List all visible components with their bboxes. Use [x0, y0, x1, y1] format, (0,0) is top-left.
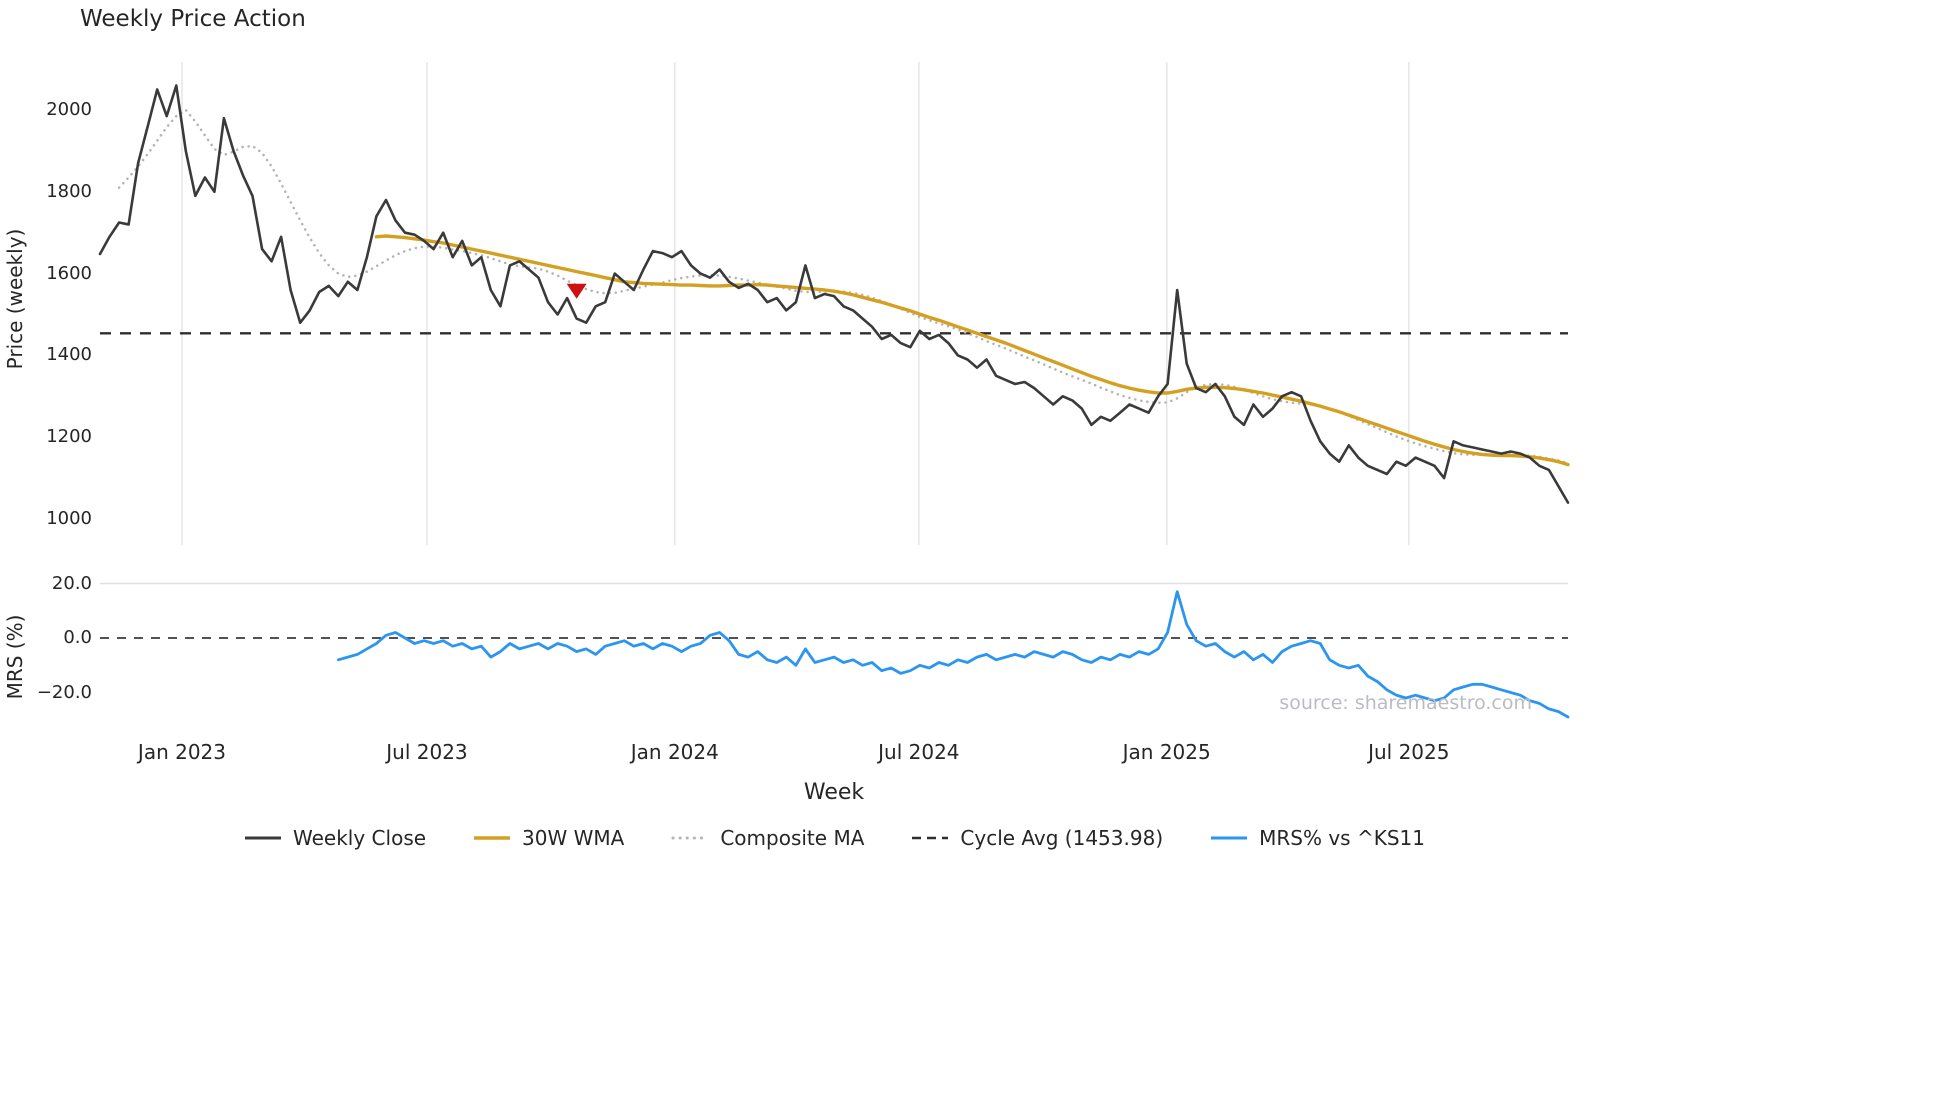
- legend-item-weekly-close: Weekly Close: [243, 826, 426, 850]
- x-axis-label: Week: [803, 780, 865, 805]
- legend: Weekly Close 30W WMA Composite MA Cycle …: [100, 826, 1568, 850]
- chart-canvas: [98, 62, 1570, 719]
- price-ytick-label: 1000: [46, 508, 92, 529]
- source-watermark: source: sharemaestro.com: [1279, 692, 1532, 714]
- legend-label: 30W WMA: [522, 826, 625, 850]
- x-tick-label: Jan 2023: [137, 740, 227, 764]
- x-tick-label: Jan 2024: [630, 740, 719, 764]
- mrs-ytick-label: −20.0: [36, 681, 92, 703]
- legend-item-mrs: MRS% vs ^KS11: [1209, 826, 1425, 850]
- price-ytick-label: 1600: [46, 262, 92, 284]
- composite-ma-line: [117, 108, 1570, 465]
- x-tick-label: Jul 2023: [386, 740, 468, 764]
- wma-line: [374, 234, 1570, 467]
- price-ytick-label: 1800: [46, 180, 92, 202]
- legend-item-30w-wma: 30W WMA: [472, 826, 624, 850]
- price-ytick-label: 1400: [46, 344, 92, 366]
- mrs-swatch-icon: [1211, 836, 1248, 840]
- legend-label: MRS% vs ^KS11: [1259, 826, 1425, 850]
- legend-label: Cycle Avg (1453.98): [960, 826, 1164, 850]
- x-tick-label: Jul 2024: [878, 740, 960, 764]
- cycle-avg-swatch-icon: [912, 836, 949, 840]
- sell-signal-marker-icon: [566, 283, 587, 299]
- legend-item-cycle-avg: Cycle Avg (1453.98): [910, 826, 1163, 850]
- price-ytick-label: 1200: [46, 426, 92, 448]
- mrs-ytick-label: 20.0: [51, 572, 92, 594]
- mrs-ytick-label: 0.0: [63, 627, 92, 648]
- x-tick-label: Jul 2025: [1368, 740, 1450, 764]
- legend-label: Composite MA: [720, 826, 865, 850]
- composite-ma-swatch-icon: [671, 836, 710, 840]
- x-tick-label: Jan 2025: [1122, 740, 1211, 764]
- chart-title: Weekly Price Action: [80, 6, 306, 32]
- price-ytick-label: 2000: [46, 99, 92, 120]
- mrs-line: [336, 590, 1570, 719]
- legend-item-composite-ma: Composite MA: [670, 826, 864, 850]
- legend-label: Weekly Close: [293, 826, 427, 850]
- weekly-close-line: [98, 84, 1570, 504]
- weekly-close-swatch-icon: [245, 836, 282, 840]
- wma-swatch-icon: [474, 836, 511, 840]
